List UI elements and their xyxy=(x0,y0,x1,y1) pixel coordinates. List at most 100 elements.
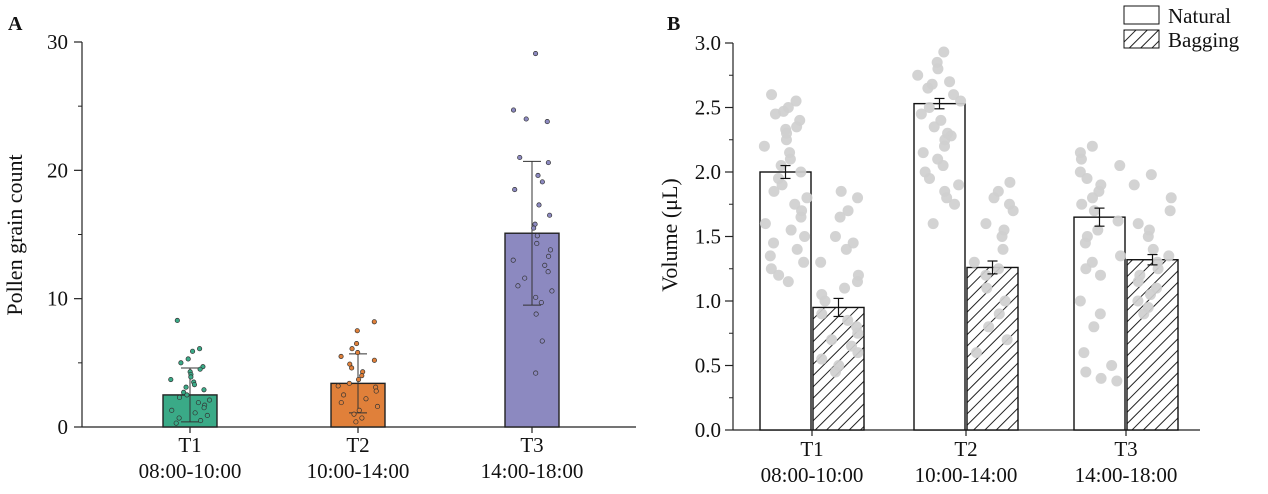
panel-b-data-point xyxy=(1145,169,1157,181)
panel-b-ylabel: Volume (μL) xyxy=(657,178,682,291)
panel-a-data-point xyxy=(341,392,347,398)
panel-a-data-point xyxy=(185,356,191,362)
panel-b-data-point xyxy=(816,353,828,365)
panel-b-data-point xyxy=(1152,263,1164,275)
panel-b-data-point xyxy=(1132,276,1144,288)
panel-a-data-point xyxy=(547,247,554,253)
panel-a-x-tick-label: T1 xyxy=(178,433,201,457)
panel-b-data-point xyxy=(764,250,776,262)
panel-a-x-tick-sublabel: 08:00-10:00 xyxy=(139,459,242,483)
panel-b-data-point xyxy=(980,218,992,230)
panel-b-data-point xyxy=(1095,269,1107,281)
panel-b-data-point xyxy=(941,192,953,204)
panel-a-data-point xyxy=(354,341,360,347)
panel-a-data-point xyxy=(351,411,357,417)
panel-b-data-point xyxy=(852,192,864,204)
panel-b-data-point xyxy=(835,185,847,197)
panel-a-data-point xyxy=(373,388,379,394)
panel-b-x-tick-label: T1 xyxy=(800,437,823,461)
panel-a-data-point xyxy=(183,384,189,390)
panel-b-data-point xyxy=(801,192,813,204)
panel-b-data-point xyxy=(1087,192,1099,204)
panel-b-data-point xyxy=(1138,308,1150,320)
panel-b-data-point xyxy=(851,276,863,288)
panel-b-data-point xyxy=(1114,160,1126,172)
panel-b-data-point xyxy=(923,102,935,113)
panel-b-data-point xyxy=(938,46,950,58)
panel-a-data-point xyxy=(335,383,341,389)
panel-b-x-tick-sublabel: 10:00-14:00 xyxy=(915,463,1018,487)
panel-b-data-point xyxy=(789,198,801,210)
panel-a-data-point xyxy=(512,187,518,193)
panel-b-data-point xyxy=(993,308,1005,320)
panel-b-data-point xyxy=(949,198,961,210)
panel-b-data-point xyxy=(955,95,967,107)
panel-a-data-point xyxy=(197,366,203,372)
panel-b-label: B xyxy=(667,13,680,35)
panel-a-data-point xyxy=(201,387,207,393)
panel-a-data-point xyxy=(363,396,369,402)
panel-b-data-point xyxy=(1165,192,1177,204)
panel-b-data-point xyxy=(948,89,960,101)
panel-a-data-point xyxy=(517,154,523,161)
panel-a-x-tick-label: T3 xyxy=(520,433,543,457)
panel-a-data-point xyxy=(178,360,184,366)
panel-a-data-point xyxy=(534,233,540,239)
panel-a-data-point xyxy=(545,160,551,166)
panel-a-bars xyxy=(162,50,560,428)
panel-b-data-point xyxy=(768,237,780,249)
panel-b-data-point xyxy=(798,256,810,268)
panel-b-y-tick-label: 1.0 xyxy=(695,289,721,313)
panel-b-data-point xyxy=(826,334,838,346)
panel-b-data-point xyxy=(928,121,940,133)
panel-b-data-point xyxy=(1144,289,1156,301)
panel-b-data-point xyxy=(1001,334,1013,346)
panel-b-data-point xyxy=(1088,205,1100,217)
panel-b-data-point xyxy=(1078,347,1090,359)
panel-b-data-point xyxy=(816,308,828,320)
panel-a-data-point xyxy=(538,299,544,306)
panel-a-data-point xyxy=(522,275,528,281)
panel-b-data-point xyxy=(819,295,831,307)
panel-b-data-point xyxy=(815,256,827,268)
panel-a-data-point xyxy=(535,172,541,179)
panel-b-y-tick-label: 0.5 xyxy=(695,354,721,378)
panel-a-data-point xyxy=(533,50,539,57)
panel-a-data-point xyxy=(533,294,539,300)
panel-b-data-point xyxy=(980,269,992,281)
panel-a-data-point xyxy=(542,262,548,268)
panel-b-data-point xyxy=(852,347,864,359)
panel-a-y-tick-label: 10 xyxy=(47,287,68,311)
legend-label-natural: Natural xyxy=(1168,4,1231,28)
panel-b-data-point xyxy=(917,147,929,159)
panel-b-data-point xyxy=(993,263,1005,275)
panel-b-data-point xyxy=(1094,308,1106,320)
panel-a-x-tick-sublabel: 14:00-18:00 xyxy=(481,459,584,483)
panel-a-data-point xyxy=(168,376,174,383)
panel-b-data-point xyxy=(922,82,934,94)
panel-a-data-point xyxy=(359,373,365,379)
panel-a-data-point xyxy=(533,311,539,317)
panel-b-data-point xyxy=(1163,250,1175,262)
panel-b-data-point xyxy=(1086,140,1098,152)
panel-a-data-point xyxy=(354,328,360,334)
panel-b-data-point xyxy=(791,243,803,255)
panel-a-data-point xyxy=(515,283,521,289)
panel-b-data-point xyxy=(1080,366,1092,378)
panel-a-y-tick-label: 30 xyxy=(47,30,68,54)
panel-a-data-point xyxy=(523,116,529,122)
panel-a-data-point xyxy=(181,389,187,395)
panel-b-data-point xyxy=(791,121,803,133)
panel-a-data-point xyxy=(176,394,183,401)
panel-b: B Volume (μL) 0.0 0.5 1.0 1.5 2.0 2.5 3.0 T108:… xyxy=(657,4,1240,487)
panel-b-data-point xyxy=(1132,295,1144,307)
panel-a-data-point xyxy=(359,415,365,421)
panel-a-data-point xyxy=(173,420,179,426)
legend: Natural Bagging xyxy=(1123,4,1240,52)
panel-b-x-tick-sublabel: 14:00-18:00 xyxy=(1075,463,1178,487)
panel-b-data-point xyxy=(999,295,1011,307)
panel-b-data-point xyxy=(847,237,859,249)
panel-b-data-point xyxy=(768,185,780,197)
panel-b-data-point xyxy=(1075,153,1087,165)
panel-b-y-tick-label: 3.0 xyxy=(695,31,721,55)
